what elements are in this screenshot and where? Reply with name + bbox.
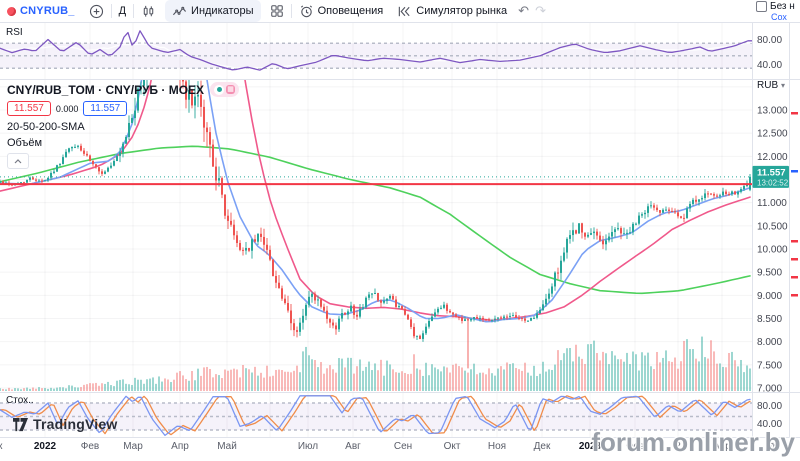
svg-text:11.557: 11.557 bbox=[757, 167, 786, 178]
alerts-label: Оповещения bbox=[317, 5, 384, 17]
tradingview-logo-text: TradingView bbox=[33, 416, 118, 432]
svg-text:8.000: 8.000 bbox=[757, 337, 782, 348]
layout-grid-button[interactable] bbox=[263, 0, 291, 22]
layout-name-box[interactable]: Без н Сох bbox=[756, 1, 800, 22]
time-axis-label: Ноя bbox=[487, 441, 507, 452]
time-axis-label: Окт bbox=[443, 441, 461, 452]
time-axis-label: Дек bbox=[0, 441, 3, 452]
redo-icon: ↷ bbox=[535, 3, 546, 18]
tradingview-logo[interactable]: TradingView bbox=[12, 416, 117, 432]
time-axis-label: Авг bbox=[345, 441, 361, 452]
svg-text:40.00: 40.00 bbox=[757, 419, 782, 430]
stoch-pane bbox=[0, 395, 752, 437]
svg-text:40.00: 40.00 bbox=[757, 60, 782, 71]
svg-text:7.500: 7.500 bbox=[757, 360, 782, 371]
time-axis-label: Фев bbox=[625, 441, 645, 452]
candlestick-icon bbox=[141, 4, 156, 19]
undo-icon: ↶ bbox=[518, 3, 530, 18]
price-axis-labels: RUB ▾ 13.000 12.500 12.000 11.000 10.500 10.000… bbox=[757, 35, 788, 430]
toolbar-divider bbox=[110, 4, 112, 18]
redo-button[interactable]: ↷ bbox=[533, 0, 548, 22]
svg-text:RUB: RUB bbox=[757, 80, 778, 91]
svg-text:10.000: 10.000 bbox=[757, 244, 788, 255]
axis-settings-gear-icon[interactable]: ⚙ bbox=[766, 441, 776, 453]
layout-icon bbox=[756, 1, 767, 12]
svg-text:8.500: 8.500 bbox=[757, 314, 782, 325]
collapse-legend-button[interactable] bbox=[7, 153, 29, 169]
symbol-button[interactable]: CNYRUB_ bbox=[0, 0, 82, 22]
compare-add-button[interactable] bbox=[82, 0, 111, 22]
toolbar-divider bbox=[290, 4, 292, 18]
market-replay-icon bbox=[397, 4, 412, 19]
time-axis[interactable]: Дек 2022 Фев Мар Апр Май Июл Авг Сен Окт Ноя Дек 202… bbox=[0, 437, 800, 457]
volume-legend-label: Объём bbox=[7, 137, 43, 149]
main-pane bbox=[0, 79, 751, 391]
top-toolbar: CNYRUB_ Д Индикаторы bbox=[0, 0, 800, 23]
time-axis-label: Май bbox=[217, 441, 237, 452]
main-legend: CNY/RUB_TOM · CNY/РУБ · MOEX ▦ 11.557 0.… bbox=[7, 82, 240, 169]
time-axis-label: Мар bbox=[123, 441, 143, 452]
svg-text:13.000: 13.000 bbox=[757, 106, 788, 117]
buy-button[interactable]: 11.557 bbox=[83, 101, 128, 116]
tradingview-logo-icon bbox=[13, 417, 28, 431]
replay-button[interactable]: Симулятор рынка bbox=[390, 0, 514, 22]
svg-text:11.000: 11.000 bbox=[757, 198, 787, 209]
grid-layout-icon bbox=[270, 4, 284, 18]
svg-text:9.500: 9.500 bbox=[757, 268, 782, 279]
save-layout-link[interactable]: Сох bbox=[771, 12, 787, 22]
indicators-label: Индикаторы bbox=[191, 5, 254, 17]
price-axis[interactable] bbox=[752, 23, 800, 437]
layout-name: Без н bbox=[770, 1, 795, 12]
time-axis-label: 2023 bbox=[578, 441, 602, 452]
svg-text:80.00: 80.00 bbox=[757, 401, 782, 412]
rsi-pane-label: RSI bbox=[6, 27, 23, 38]
grid-lines bbox=[0, 23, 752, 437]
interval-label: Д bbox=[118, 5, 127, 17]
time-axis-label: Апр bbox=[713, 441, 731, 452]
undo-button[interactable]: ↶ bbox=[514, 0, 533, 22]
time-axis-label: Фев bbox=[80, 441, 100, 452]
legend-status-pill[interactable]: ▦ bbox=[210, 82, 240, 97]
chart-type-button[interactable] bbox=[134, 0, 163, 22]
exchange-logo-icon bbox=[7, 6, 16, 16]
sma-legend-label: 20-50-200-SMA bbox=[7, 121, 85, 133]
replay-label: Симулятор рынка bbox=[416, 5, 508, 17]
spread-value: 0.000 bbox=[55, 103, 79, 114]
svg-text:9.000: 9.000 bbox=[757, 291, 782, 302]
svg-text:10.500: 10.500 bbox=[757, 221, 788, 232]
rsi-pane bbox=[0, 30, 752, 71]
alerts-button[interactable]: Оповещения bbox=[292, 0, 391, 22]
indicators-icon bbox=[172, 4, 187, 19]
stoch-pane-label: Стох.. bbox=[6, 395, 34, 406]
pane-dividers bbox=[0, 23, 800, 437]
symbol-title: CNY/RUB_TOM · CNY/РУБ · MOEX bbox=[7, 82, 205, 97]
plus-circle-icon bbox=[89, 4, 104, 19]
svg-text:12.500: 12.500 bbox=[757, 129, 788, 140]
svg-text:▾: ▾ bbox=[781, 81, 785, 90]
svg-text:80.00: 80.00 bbox=[757, 35, 782, 46]
axis-edge-markers bbox=[791, 112, 798, 297]
alarm-clock-icon bbox=[299, 4, 314, 19]
time-axis-label: 2022 bbox=[33, 441, 57, 452]
svg-text:7.000: 7.000 bbox=[757, 383, 782, 394]
sell-button[interactable]: 11.557 bbox=[7, 101, 51, 116]
indicators-button[interactable]: Индикаторы bbox=[165, 0, 261, 22]
flag-icon: ▦ bbox=[226, 85, 236, 94]
svg-text:13:02:52: 13:02:52 bbox=[757, 178, 789, 187]
toolbar-divider bbox=[133, 4, 135, 18]
market-status-icon bbox=[214, 84, 225, 95]
time-axis-label: Сен bbox=[393, 441, 413, 452]
watermark: forum.onliner.by bbox=[591, 427, 795, 457]
time-axis-label: Дек bbox=[533, 441, 551, 452]
time-axis-label: 2 bbox=[675, 441, 681, 452]
interval-button[interactable]: Д bbox=[112, 0, 133, 22]
symbol-name: CNYRUB_ bbox=[20, 5, 75, 17]
time-axis-label: Апр bbox=[171, 441, 189, 452]
time-axis-label: Июл bbox=[297, 441, 319, 452]
overlay-lines bbox=[0, 176, 753, 186]
svg-text:12.000: 12.000 bbox=[757, 152, 788, 163]
